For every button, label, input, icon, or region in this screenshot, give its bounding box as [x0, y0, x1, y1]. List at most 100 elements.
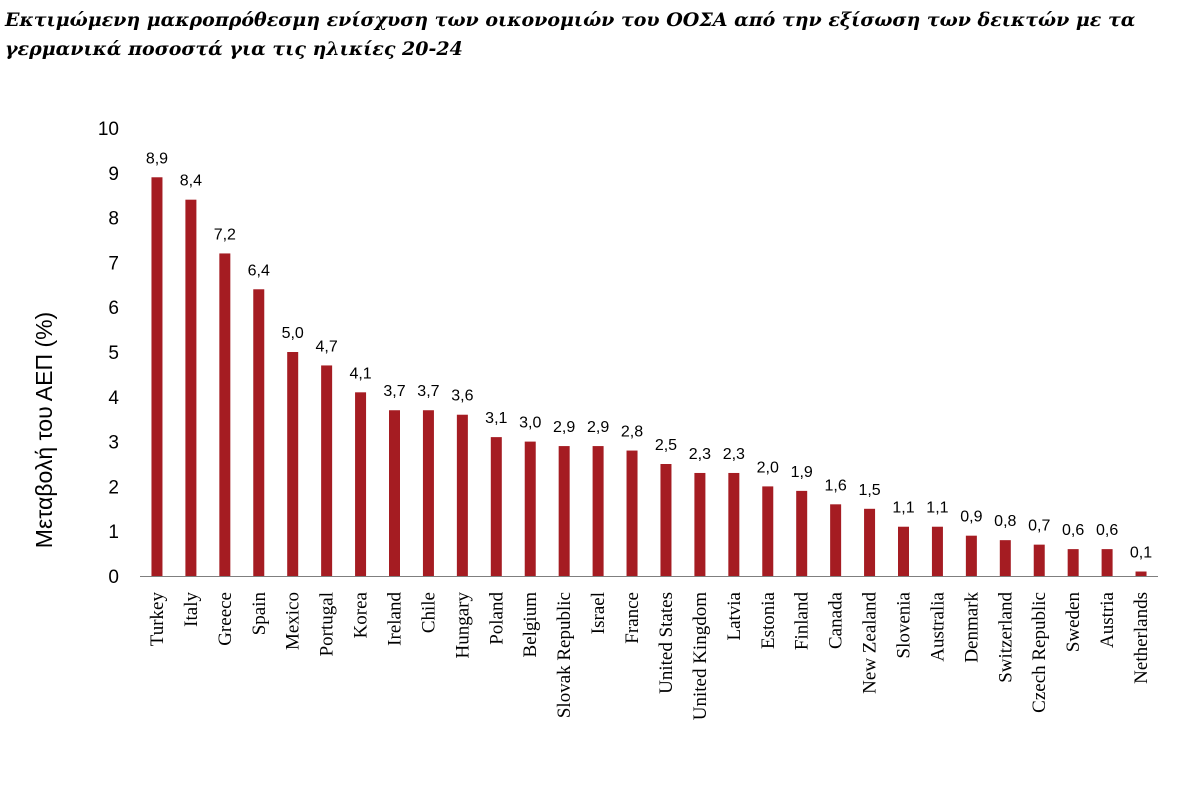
bar: [762, 486, 774, 576]
value-label: 4,1: [349, 365, 371, 382]
category-label: Slovak Republic: [554, 592, 575, 718]
bars: [151, 177, 1147, 576]
value-label: 1,9: [791, 464, 813, 481]
bar: [151, 177, 163, 576]
category-label: New Zealand: [860, 592, 881, 694]
category-label: Ireland: [385, 592, 406, 646]
value-label: 2,5: [655, 437, 677, 454]
category-label: Czech Republic: [1029, 592, 1050, 713]
bar: [524, 441, 536, 576]
y-tick-label: 1: [108, 522, 119, 543]
chart-title: Εκτιμώμενη μακροπρόθεσμη ενίσχυση των οι…: [5, 9, 1136, 60]
value-label: 3,1: [485, 410, 507, 427]
y-axis-title: Μεταβολή του ΑΕΠ (%): [31, 312, 57, 548]
value-label: 8,4: [180, 173, 202, 190]
bar: [422, 410, 434, 576]
bar: [219, 253, 231, 576]
bar: [355, 392, 367, 576]
category-label: United Kingdom: [690, 592, 711, 720]
bar: [456, 414, 468, 576]
category-label: Australia: [927, 591, 948, 661]
bar: [694, 472, 706, 576]
value-label: 2,8: [621, 424, 643, 441]
category-label: Switzerland: [995, 592, 1016, 683]
category-label: Netherlands: [1131, 592, 1152, 684]
bar: [389, 410, 400, 576]
category-label: Hungary: [452, 592, 473, 659]
value-label: 0,6: [1062, 522, 1084, 539]
category-label: Italy: [181, 592, 202, 627]
category-label: Poland: [486, 592, 507, 645]
category-label: Finland: [792, 592, 813, 651]
value-label: 1,5: [858, 482, 880, 499]
category-label: Belgium: [520, 592, 541, 658]
bar: [185, 199, 197, 576]
value-label: 3,7: [417, 383, 439, 400]
category-label: Slovenia: [894, 591, 915, 658]
bar: [558, 446, 570, 576]
value-label: 1,1: [926, 500, 948, 517]
category-label: France: [622, 592, 643, 644]
bar: [1033, 544, 1045, 576]
category-label: Sweden: [1063, 592, 1084, 653]
y-axis-ticks: 0 1 2 3 4 5 6 7 8 9 10: [98, 119, 120, 588]
category-label: Canada: [826, 591, 847, 649]
bar: [931, 526, 943, 576]
bar: [728, 472, 740, 576]
bar: [1067, 549, 1079, 576]
y-tick-label: 5: [108, 343, 119, 364]
category-label: Israel: [588, 592, 609, 634]
value-label: 3,0: [519, 415, 541, 432]
y-tick-label: 9: [108, 164, 119, 185]
category-label: Latvia: [724, 591, 745, 640]
category-label: Korea: [351, 591, 372, 638]
value-label: 6,4: [248, 262, 270, 279]
bar: [660, 464, 672, 576]
value-label: 2,9: [553, 419, 575, 436]
category-label: Greece: [215, 592, 236, 646]
value-label: 2,3: [723, 446, 745, 463]
y-tick-label: 4: [108, 388, 119, 409]
value-label: 4,7: [316, 338, 338, 355]
y-tick-label: 3: [108, 433, 119, 454]
y-tick-label: 6: [108, 298, 119, 319]
value-label: 2,9: [587, 419, 609, 436]
category-label: Portugal: [317, 592, 338, 656]
value-labels: 8,9 8,4 7,2 6,4 5,0 4,7 4,1 3,7 3,7 3,6 3,1 3,0 2,9 2…: [146, 150, 1152, 561]
bar: [1101, 549, 1113, 576]
bar: [253, 289, 265, 576]
value-label: 7,2: [214, 226, 236, 243]
bar: [796, 490, 808, 576]
value-label: 0,9: [960, 509, 982, 526]
y-tick-label: 0: [108, 567, 119, 588]
value-label: 0,7: [1028, 518, 1050, 535]
bar: [999, 540, 1011, 576]
category-label: Estonia: [758, 591, 779, 649]
category-label: Turkey: [147, 592, 168, 647]
bar: [830, 504, 842, 576]
category-label: Denmark: [961, 592, 982, 663]
value-label: 8,9: [146, 150, 168, 167]
bar: [321, 365, 333, 576]
value-label: 3,6: [451, 388, 473, 405]
value-label: 0,6: [1096, 522, 1118, 539]
category-label: Chile: [418, 592, 439, 633]
bar: [490, 437, 502, 576]
value-label: 2,3: [689, 446, 711, 463]
bar: [864, 508, 876, 576]
value-label: 1,1: [892, 500, 914, 517]
bar: [592, 446, 604, 576]
value-label: 5,0: [282, 325, 304, 342]
y-tick-label: 10: [98, 119, 119, 140]
category-label: United States: [656, 592, 677, 694]
y-tick-label: 2: [108, 477, 119, 498]
category-labels: Turkey Italy Greece Spain Mexico Portugal Kore…: [147, 591, 1152, 720]
y-tick-label: 7: [108, 253, 119, 274]
bar: [898, 526, 909, 576]
category-label: Spain: [249, 592, 270, 636]
bar: [287, 352, 299, 576]
value-label: 2,0: [757, 459, 779, 476]
y-tick-label: 8: [108, 209, 119, 230]
bar: [965, 535, 977, 576]
